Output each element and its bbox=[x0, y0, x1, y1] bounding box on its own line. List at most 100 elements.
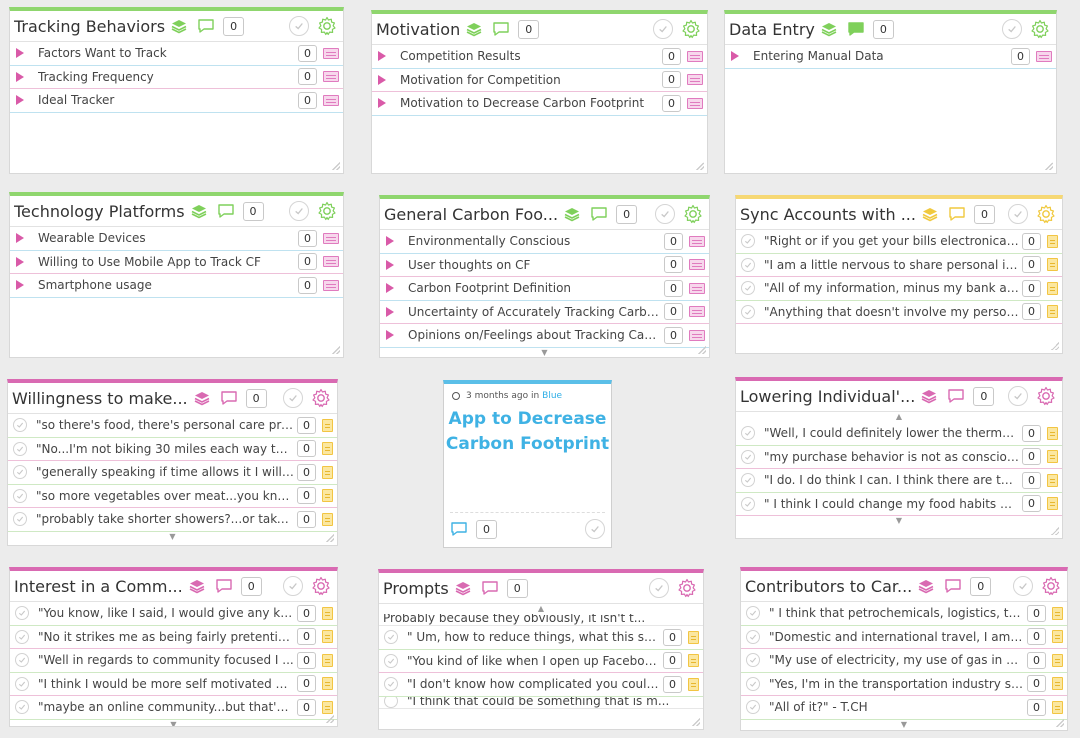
comment-icon[interactable] bbox=[197, 18, 214, 34]
expand-arrow-icon[interactable] bbox=[386, 330, 394, 341]
check-icon[interactable] bbox=[289, 16, 309, 36]
gear-icon[interactable] bbox=[683, 204, 703, 224]
comment-icon[interactable] bbox=[492, 21, 509, 37]
note-icon[interactable] bbox=[1052, 606, 1063, 620]
list-item[interactable]: " I think that petrochemicals, logistics… bbox=[741, 602, 1067, 626]
check-icon[interactable] bbox=[384, 630, 398, 645]
card-title[interactable]: Sync Accounts with ... bbox=[740, 204, 916, 224]
check-icon[interactable] bbox=[283, 388, 303, 408]
check-icon[interactable] bbox=[746, 606, 760, 621]
card-title[interactable]: Tracking Behaviors bbox=[14, 16, 166, 36]
card-title[interactable]: General Carbon Foo... bbox=[384, 204, 559, 224]
layers-icon[interactable] bbox=[921, 388, 937, 404]
note-icon[interactable] bbox=[322, 512, 333, 526]
list-item[interactable]: " I think I could change my food habits … bbox=[736, 493, 1062, 516]
card-title[interactable]: Technology Platforms bbox=[14, 201, 185, 221]
scroll-down-arrow-icon[interactable]: ▼ bbox=[900, 719, 908, 729]
list-item[interactable]: Competition Results 0 bbox=[372, 45, 707, 69]
list-icon[interactable] bbox=[323, 232, 339, 244]
resize-handle-icon[interactable] bbox=[696, 162, 704, 170]
scroll-down-arrow-icon[interactable]: ▼ bbox=[170, 719, 177, 727]
list-item[interactable]: "I think I would be more self motivated … bbox=[10, 673, 337, 696]
list-icon[interactable] bbox=[687, 74, 703, 86]
card-general-carbon[interactable]: General Carbon Foo... 0 Environmentally … bbox=[379, 195, 710, 358]
note-icon[interactable] bbox=[322, 465, 333, 479]
check-icon[interactable] bbox=[13, 418, 27, 433]
expand-arrow-icon[interactable] bbox=[16, 48, 24, 59]
list-item[interactable]: "generally speaking if time allows it I … bbox=[8, 461, 337, 485]
note-icon[interactable] bbox=[322, 630, 333, 644]
comment-icon[interactable] bbox=[450, 521, 467, 537]
list-item[interactable]: "You know, like I said, I would give any… bbox=[10, 602, 337, 626]
list-item[interactable]: "I don't know how complicated you could.… bbox=[379, 673, 703, 697]
check-icon[interactable] bbox=[741, 281, 755, 296]
check-icon[interactable] bbox=[746, 676, 760, 691]
expand-arrow-icon[interactable] bbox=[16, 256, 24, 267]
resize-handle-icon[interactable] bbox=[1051, 342, 1059, 350]
expand-arrow-icon[interactable] bbox=[16, 71, 24, 82]
list-item[interactable]: User thoughts on CF 0 bbox=[380, 254, 709, 277]
list-item[interactable]: "Well in regards to community focused I … bbox=[10, 649, 337, 673]
list-item[interactable]: "Well, I could definitely lower the ther… bbox=[736, 422, 1062, 446]
note-icon[interactable] bbox=[1047, 305, 1058, 319]
note-icon[interactable] bbox=[322, 677, 333, 691]
comment-icon[interactable] bbox=[215, 578, 232, 594]
resize-handle-icon[interactable] bbox=[1056, 719, 1064, 727]
list-icon[interactable] bbox=[323, 256, 339, 268]
resize-handle-icon[interactable] bbox=[332, 346, 340, 354]
card-app-to-decrease-carbon-footprint[interactable]: 3 months ago in Blue App to Decrease Car… bbox=[443, 380, 612, 548]
gear-icon[interactable] bbox=[317, 201, 337, 221]
list-item[interactable]: "I am a little nervous to share personal… bbox=[736, 254, 1062, 277]
expand-arrow-icon[interactable] bbox=[386, 259, 394, 270]
scroll-up-arrow-icon[interactable]: ▲ bbox=[895, 412, 903, 421]
list-item[interactable]: "my purchase behavior is not as consciou… bbox=[736, 446, 1062, 469]
comment-icon[interactable] bbox=[944, 578, 961, 594]
expand-arrow-icon[interactable] bbox=[386, 283, 394, 294]
list-item[interactable]: "so there's food, there's personal care … bbox=[8, 414, 337, 438]
check-icon[interactable] bbox=[746, 653, 760, 668]
list-icon[interactable] bbox=[689, 235, 705, 247]
expand-arrow-icon[interactable] bbox=[16, 280, 24, 291]
list-icon[interactable] bbox=[687, 50, 703, 62]
scroll-down-arrow-icon[interactable]: ▼ bbox=[169, 531, 176, 541]
list-item[interactable]: "No it strikes me as being fairly preten… bbox=[10, 626, 337, 649]
check-icon[interactable] bbox=[1008, 204, 1028, 224]
list-icon[interactable] bbox=[323, 94, 339, 106]
check-icon[interactable] bbox=[384, 653, 398, 668]
list-icon[interactable] bbox=[689, 329, 705, 341]
list-icon[interactable] bbox=[323, 47, 339, 59]
layers-icon[interactable] bbox=[821, 21, 837, 37]
check-icon[interactable] bbox=[741, 234, 755, 249]
layers-icon[interactable] bbox=[194, 390, 210, 406]
resize-handle-icon[interactable] bbox=[698, 346, 706, 354]
check-icon[interactable] bbox=[1002, 19, 1022, 39]
gear-icon[interactable] bbox=[1036, 386, 1056, 406]
check-icon[interactable] bbox=[13, 441, 27, 456]
note-icon[interactable] bbox=[1047, 258, 1058, 272]
list-item[interactable]: Factors Want to Track 0 bbox=[10, 42, 343, 66]
comment-icon[interactable] bbox=[220, 390, 237, 406]
note-icon[interactable] bbox=[1052, 630, 1063, 644]
expand-arrow-icon[interactable] bbox=[386, 306, 394, 317]
list-icon[interactable] bbox=[689, 282, 705, 294]
note-icon[interactable] bbox=[1047, 450, 1058, 464]
expand-arrow-icon[interactable] bbox=[378, 74, 386, 85]
note-icon[interactable] bbox=[1047, 497, 1058, 511]
gear-icon[interactable] bbox=[1041, 576, 1061, 596]
list-item[interactable]: "Yes, I'm in the transportation industry… bbox=[741, 673, 1067, 696]
color-swatch-link[interactable]: Blue bbox=[542, 391, 563, 401]
card-title[interactable]: Lowering Individual'... bbox=[740, 386, 916, 406]
list-item[interactable]: Uncertainty of Accurately Tracking Carbo… bbox=[380, 301, 709, 324]
resize-handle-icon[interactable] bbox=[1051, 527, 1059, 535]
gear-icon[interactable] bbox=[311, 576, 331, 596]
check-icon[interactable] bbox=[649, 578, 669, 598]
list-item[interactable]: "probably take shorter showers?...or tak… bbox=[8, 508, 337, 532]
note-icon[interactable] bbox=[688, 654, 699, 668]
check-icon[interactable] bbox=[289, 201, 309, 221]
check-icon[interactable] bbox=[655, 204, 675, 224]
list-item[interactable]: Ideal Tracker 0 bbox=[10, 89, 343, 113]
comment-icon[interactable] bbox=[847, 21, 864, 37]
resize-handle-icon[interactable] bbox=[692, 718, 700, 726]
list-item[interactable]: "Right or if you get your bills electron… bbox=[736, 230, 1062, 254]
check-icon[interactable] bbox=[15, 700, 29, 715]
